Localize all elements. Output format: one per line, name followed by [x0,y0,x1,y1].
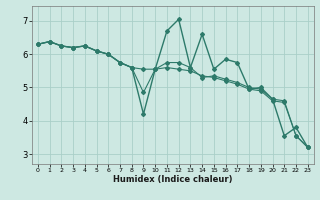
X-axis label: Humidex (Indice chaleur): Humidex (Indice chaleur) [113,175,233,184]
